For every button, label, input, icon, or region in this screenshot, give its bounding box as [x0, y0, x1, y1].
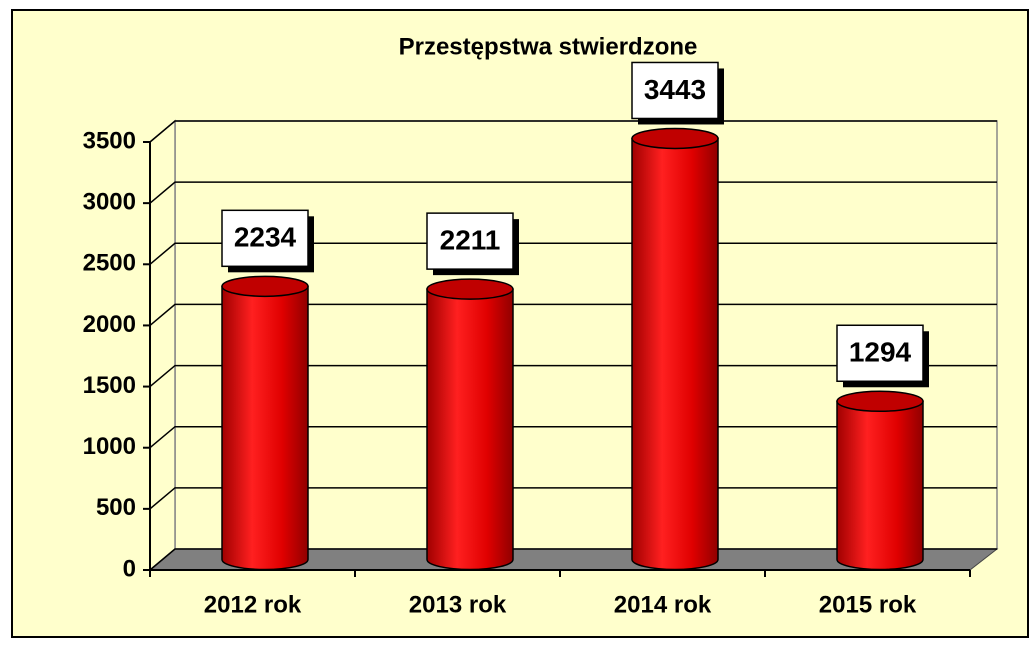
y-tick-label: 3500: [83, 127, 136, 154]
left-wall: [149, 119, 176, 572]
bar: [836, 400, 924, 571]
y-tick-label: 1500: [83, 372, 136, 399]
y-tick-label: 1000: [83, 433, 136, 460]
grid-line: [149, 487, 997, 510]
grid-line: [149, 303, 997, 327]
bar-top: [836, 390, 924, 413]
bar: [221, 285, 309, 571]
label-box: [631, 61, 719, 120]
grid-line: [149, 181, 997, 204]
bar-top: [631, 127, 719, 150]
bar-top: [221, 275, 309, 298]
y-tick-label: 2000: [83, 311, 136, 338]
label-box: [426, 212, 514, 270]
grid-line: [149, 242, 997, 265]
y-tick-label: 3000: [83, 188, 136, 215]
x-tick-label: 2013 rok: [409, 591, 507, 618]
x-tick-label: 2012 rok: [204, 591, 302, 618]
y-tick-label: 500: [96, 494, 136, 521]
data-label: 2211: [440, 225, 501, 256]
label-box: [221, 209, 309, 268]
bar: [426, 288, 514, 571]
label-box: [836, 324, 924, 383]
data-label: 1294: [849, 337, 912, 368]
y-tick-label: 2500: [83, 250, 136, 277]
bar: [631, 137, 719, 571]
grid-line: [149, 548, 997, 571]
x-tick-label: 2014 rok: [614, 591, 712, 618]
bar-top: [426, 278, 514, 300]
data-label: 2234: [234, 222, 297, 253]
grid-line: [149, 425, 997, 449]
grid-line: [149, 364, 997, 388]
y-tick-label: 0: [123, 555, 136, 582]
x-tick-label: 2015 rok: [819, 591, 917, 618]
chart-title: Przestępstwa stwierdzone: [399, 33, 698, 60]
data-label: 3443: [644, 74, 706, 105]
